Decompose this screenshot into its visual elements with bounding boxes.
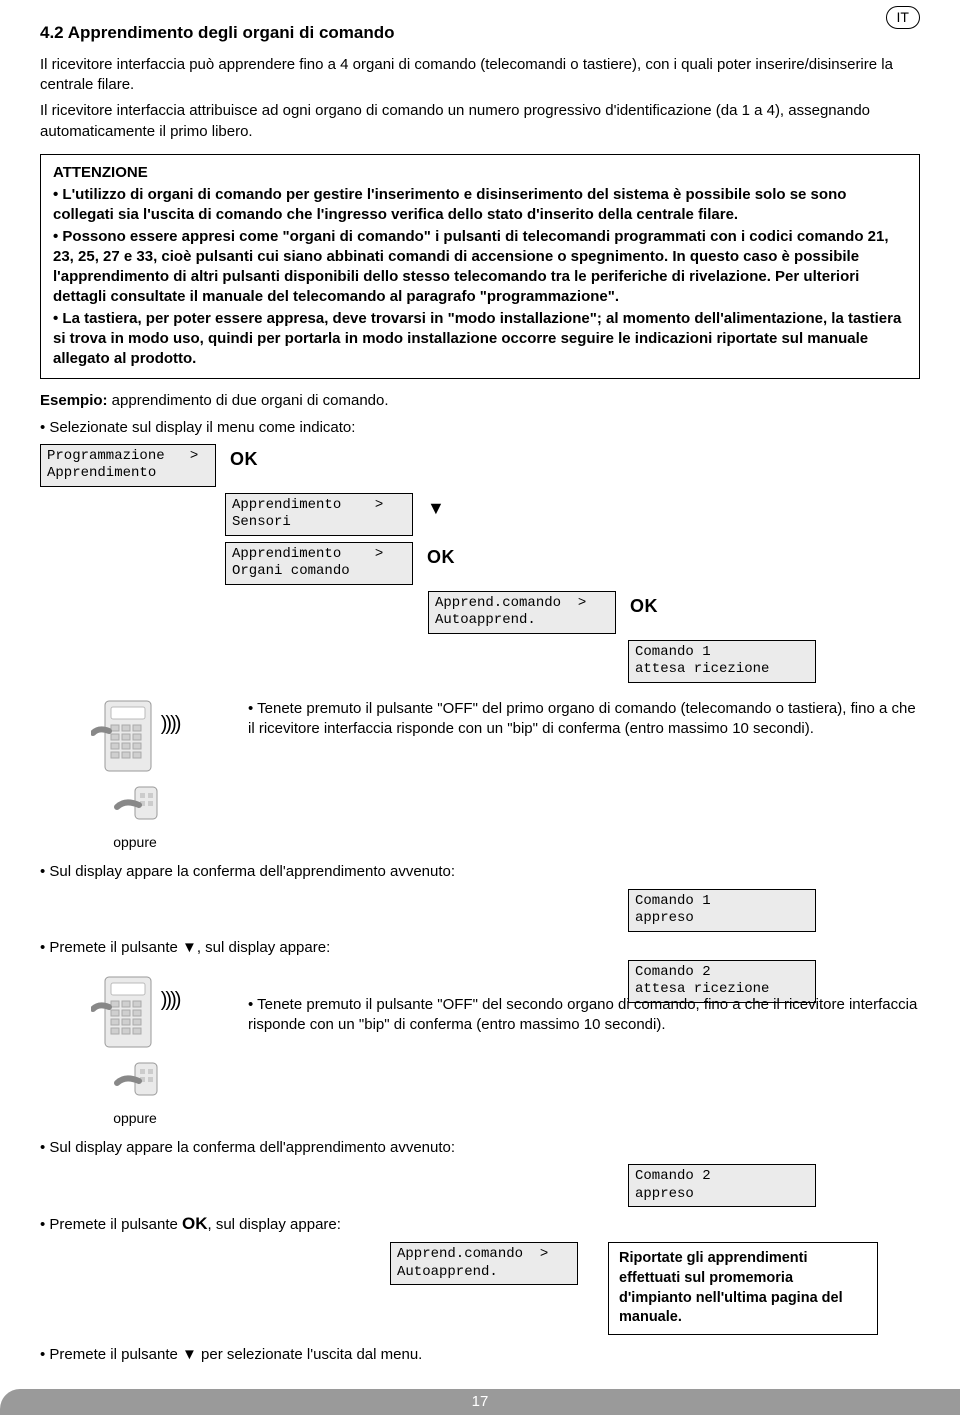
attention-box: ATTENZIONE L'utilizzo di organi di coman… [40, 154, 920, 380]
confirm-display-1: Sul display appare la conferma dell'appr… [40, 862, 920, 882]
lcd-comando1-attesa: Comando 1 attesa ricezione [628, 640, 816, 683]
step-select: Selezionate sul display il menu come ind… [40, 418, 920, 438]
final-row: Apprend.comando > Autoapprend. Riportate… [40, 1242, 920, 1334]
hold-off-2: Tenete premuto il pulsante "OFF" del sec… [248, 995, 920, 1036]
remote-icon-2 [113, 1057, 163, 1107]
lcd-apprendimento-organi: Apprendimento > Organi comando [225, 542, 413, 585]
language-tag: IT [886, 6, 920, 29]
hold-off-1: Tenete premuto il pulsante "OFF" del pri… [248, 699, 920, 740]
attention-item-2: Possono essere appresi come "organi di c… [53, 227, 907, 308]
page-footer: 17 [0, 1389, 960, 1415]
example-text: apprendimento di due organi di comando. [108, 392, 389, 409]
lcd-programmazione: Programmazione > Apprendimento [40, 444, 216, 487]
device-icons-1: )))) oppure [40, 691, 230, 852]
ok-inline: OK [182, 1214, 208, 1233]
device-row-1: )))) oppure Tenete premuto il pulsante "… [40, 691, 920, 852]
oppure-label-1: oppure [40, 833, 230, 852]
signal-waves-icon: )))) [161, 711, 180, 738]
keypad-icon-2 [91, 973, 161, 1057]
lcd-comando1-appreso: Comando 1 appreso [628, 889, 816, 932]
lcd-apprend-comando: Apprend.comando > Autoapprend. [428, 591, 616, 634]
remote-icon [113, 781, 163, 831]
keypad-icon [91, 697, 161, 781]
attention-title: ATTENZIONE [53, 163, 907, 183]
press-ok-line: Premete il pulsante OK, sul display appa… [40, 1213, 920, 1236]
lcd-apprend-comando-2: Apprend.comando > Autoapprend. [390, 1242, 578, 1285]
press-down-1: Premete il pulsante ▼, sul display appar… [40, 938, 920, 958]
page-number: 17 [472, 1393, 489, 1410]
signal-waves-icon-2: )))) [161, 987, 180, 1014]
lcd-apprendimento-sensori: Apprendimento > Sensori [225, 493, 413, 536]
section-heading: 4.2 Apprendimento degli organi di comand… [40, 22, 920, 45]
intro-p1: Il ricevitore interfaccia può apprendere… [40, 55, 920, 96]
ok-label-3: OK [630, 594, 658, 618]
device-row-2: )))) oppure Tenete premuto il pulsante "… [40, 967, 920, 1128]
lcd-comando2-appreso: Comando 2 appreso [628, 1164, 816, 1207]
intro-p2: Il ricevitore interfaccia attribuisce ad… [40, 101, 920, 142]
ok-label-2: OK [427, 545, 455, 569]
example-label: Esempio: [40, 392, 108, 409]
press-ok-suffix: , sul display appare: [208, 1216, 341, 1233]
attention-item-1: L'utilizzo di organi di comando per gest… [53, 185, 907, 226]
oppure-label-2: oppure [40, 1109, 230, 1128]
press-down-exit: Premete il pulsante ▼ per selezionate l'… [40, 1345, 920, 1365]
device-icons-2: )))) oppure [40, 967, 230, 1128]
down-arrow-icon: ▼ [427, 496, 445, 520]
final-note-box: Riportate gli apprendimenti effettuati s… [608, 1242, 878, 1334]
ok-label-1: OK [230, 447, 258, 471]
intro-text: Il ricevitore interfaccia può apprendere… [40, 55, 920, 142]
confirm-display-2: Sul display appare la conferma dell'appr… [40, 1138, 920, 1158]
attention-item-3: La tastiera, per poter essere appresa, d… [53, 309, 907, 370]
press-ok-prefix: Premete il pulsante [49, 1216, 182, 1233]
example-line: Esempio: apprendimento di due organi di … [40, 391, 920, 411]
